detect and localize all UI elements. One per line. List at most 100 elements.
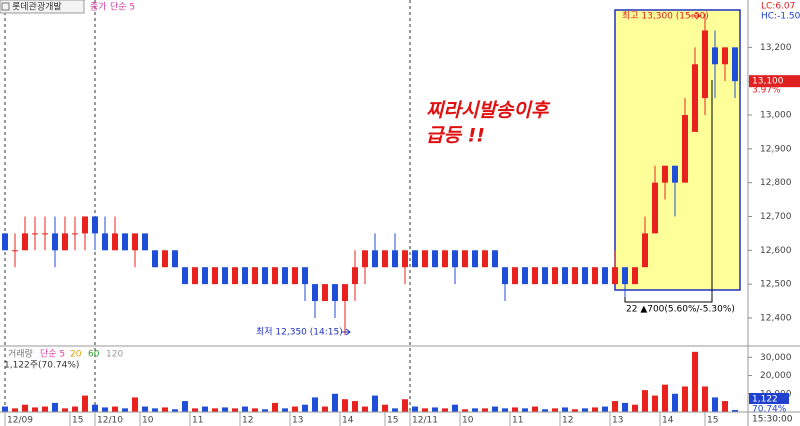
candle-body bbox=[82, 216, 88, 234]
candle-body bbox=[672, 165, 678, 183]
candle-body bbox=[102, 233, 108, 251]
volume-summary: 1,122주(70.74%) bbox=[4, 360, 79, 371]
y-tick-label: 12,800 bbox=[760, 178, 792, 188]
volume-bar bbox=[652, 395, 658, 412]
volume-bar bbox=[212, 408, 218, 412]
volume-bar bbox=[172, 409, 178, 412]
x-tick-label: 11 bbox=[512, 416, 523, 426]
volume-bar bbox=[72, 406, 78, 412]
indicator-label: 종가 bbox=[90, 2, 107, 13]
candle-body bbox=[652, 182, 658, 234]
volume-bar bbox=[192, 408, 198, 412]
volume-bar bbox=[342, 399, 348, 412]
volume-bar bbox=[202, 406, 208, 412]
volume-bar bbox=[302, 404, 308, 412]
plot bbox=[2, 0, 738, 412]
candle-body bbox=[422, 250, 428, 268]
candle-body bbox=[172, 250, 178, 268]
candle-body bbox=[232, 267, 238, 285]
candle-body bbox=[342, 284, 348, 302]
volume-bar bbox=[222, 407, 228, 412]
y-tick-label: 12,500 bbox=[760, 280, 792, 290]
volume-bar bbox=[132, 397, 138, 412]
candle-body bbox=[252, 267, 258, 285]
candle-body bbox=[452, 250, 458, 268]
y-tick-label: 13,000 bbox=[760, 111, 792, 121]
x-tick-label: 11 bbox=[192, 416, 203, 426]
volume-bar bbox=[332, 393, 338, 412]
x-tick-label: 15 bbox=[707, 416, 718, 426]
volume-bar bbox=[322, 406, 328, 412]
chart-title: 롯데관광개발 bbox=[12, 1, 62, 13]
volume-bar bbox=[702, 386, 708, 412]
volume-bar bbox=[162, 407, 168, 412]
volume-bar bbox=[472, 408, 478, 412]
volume-bar bbox=[422, 408, 428, 412]
volume-bar bbox=[572, 409, 578, 412]
candle-body bbox=[142, 233, 148, 251]
candle-body bbox=[662, 165, 668, 183]
volume-bar bbox=[42, 406, 48, 412]
candle-body bbox=[2, 233, 8, 251]
candle-body bbox=[442, 250, 448, 268]
candle-body bbox=[482, 250, 488, 268]
candle-body bbox=[572, 267, 578, 285]
volume-bar bbox=[402, 399, 408, 412]
candle-body bbox=[302, 267, 308, 285]
low-annotation: 최저 12,350 (14:15) bbox=[256, 327, 343, 338]
candle-body bbox=[52, 233, 58, 251]
y-tick-label: 12,700 bbox=[760, 212, 792, 222]
candle-body bbox=[182, 267, 188, 285]
x-tick-label: 12/11 bbox=[412, 416, 438, 426]
volume-ma-label: 120 bbox=[106, 350, 123, 360]
candle-body bbox=[42, 233, 48, 235]
volume-bar bbox=[2, 406, 8, 412]
volume-bar bbox=[692, 351, 698, 412]
x-tick-label: 10 bbox=[142, 416, 154, 426]
candle-body bbox=[92, 216, 98, 234]
candle-body bbox=[12, 250, 18, 252]
volume-bar bbox=[352, 401, 358, 412]
y-tick-label: 13,200 bbox=[760, 43, 792, 53]
volume-bar bbox=[282, 408, 288, 412]
x-tick-label: 15 bbox=[72, 416, 83, 426]
x-tick-label: 12 bbox=[562, 416, 573, 426]
volume-bar bbox=[562, 407, 568, 412]
indicator-label: 단순 5 bbox=[110, 2, 135, 13]
candle-body bbox=[692, 64, 698, 132]
volume-bar bbox=[52, 402, 58, 412]
volume-bar bbox=[22, 404, 28, 412]
candle-body bbox=[402, 250, 408, 268]
volume-bar bbox=[502, 408, 508, 412]
time-label: 15:30:00 bbox=[752, 415, 793, 425]
volume-bar bbox=[582, 408, 588, 412]
candle-body bbox=[272, 267, 278, 285]
candle-body bbox=[562, 267, 568, 285]
volume-ma-label: 60 bbox=[88, 350, 100, 360]
x-tick-label: 10 bbox=[462, 416, 474, 426]
candle-body bbox=[492, 250, 498, 268]
y-tick-label: 20,000 bbox=[760, 371, 792, 381]
volume-bar bbox=[112, 406, 118, 412]
highlight-box bbox=[614, 9, 741, 291]
candle-body bbox=[72, 233, 78, 235]
volume-bar bbox=[532, 406, 538, 412]
volume-bar bbox=[512, 407, 518, 412]
range-annotation: 22 ▲700(5.60%/-5.30%) bbox=[626, 305, 735, 315]
current-price-tag bbox=[749, 75, 800, 88]
candle-body bbox=[542, 267, 548, 285]
volume-bar bbox=[32, 407, 38, 412]
volume-bar bbox=[542, 409, 548, 412]
volume-bar bbox=[662, 384, 668, 412]
volume-title: 거래량 bbox=[8, 348, 33, 360]
volume-bar bbox=[312, 397, 318, 412]
candle-body bbox=[322, 284, 328, 302]
volume-bar bbox=[642, 390, 648, 412]
volume-bar bbox=[622, 402, 628, 412]
volume-bar bbox=[152, 408, 158, 412]
volume-last-tag bbox=[749, 393, 789, 404]
candle-body bbox=[622, 267, 628, 285]
note-box bbox=[419, 96, 555, 154]
volume-bar bbox=[432, 407, 438, 412]
